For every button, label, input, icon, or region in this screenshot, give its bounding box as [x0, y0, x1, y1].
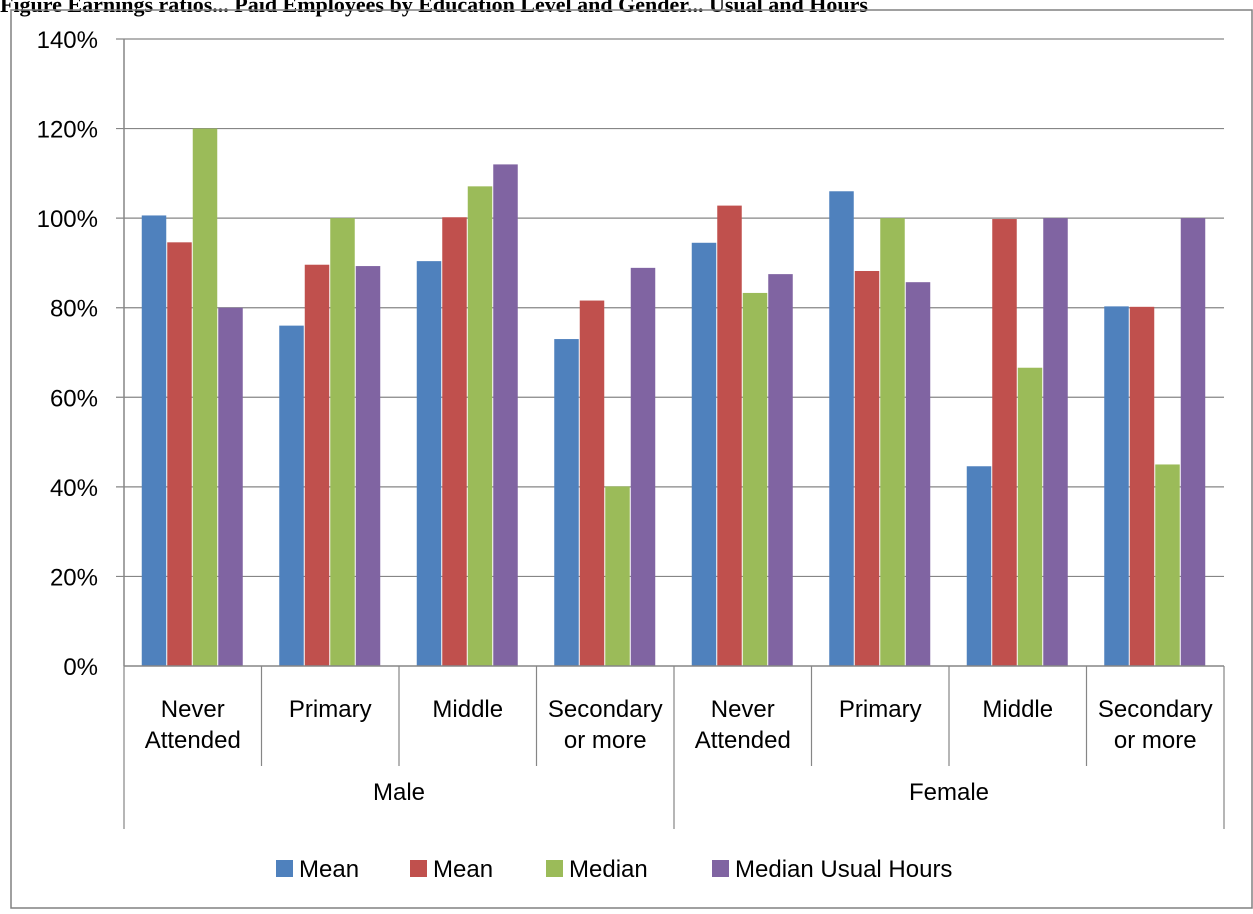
- bar: [167, 242, 192, 666]
- legend-swatch: [546, 860, 563, 877]
- bar: [967, 466, 992, 666]
- category-label: Primary: [839, 696, 922, 723]
- category-label: Secondary or more: [548, 696, 663, 754]
- bar: [468, 186, 493, 666]
- bar: [580, 301, 605, 666]
- bar: [193, 129, 218, 666]
- bar: [631, 268, 656, 666]
- bar: [1043, 218, 1068, 666]
- category-label: Never Attended: [695, 696, 791, 754]
- category-label: Middle: [982, 696, 1053, 723]
- y-tick-label: 40%: [50, 475, 98, 502]
- legend-item[interactable]: Median: [546, 856, 648, 883]
- legend-swatch: [410, 860, 427, 877]
- y-axis-tick-labels: 0% 20% 40% 60% 80% 100% 120% 140%: [37, 27, 98, 681]
- y-tick-label: 140%: [37, 27, 98, 54]
- y-tick-label: 120%: [37, 117, 98, 144]
- bar: [356, 266, 381, 666]
- bar: [906, 282, 931, 666]
- bar: [829, 191, 854, 666]
- bar: [142, 215, 167, 666]
- bar: [880, 218, 905, 666]
- y-tick-label: 80%: [50, 296, 98, 323]
- bar: [1181, 218, 1206, 666]
- bar: [1155, 464, 1180, 666]
- bar: [330, 218, 355, 666]
- y-tick-label: 20%: [50, 564, 98, 591]
- y-tick-label: 60%: [50, 385, 98, 412]
- bar: [1130, 307, 1155, 666]
- legend-item[interactable]: Mean: [276, 856, 359, 883]
- bar: [442, 217, 467, 666]
- legend-swatch: [712, 860, 729, 877]
- legend-item[interactable]: Median Usual Hours: [712, 856, 952, 883]
- legend[interactable]: Mean Mean Median Median Usual Hours: [276, 856, 952, 883]
- page-title: Figure Earnings ratios... Paid Employees…: [0, 0, 868, 17]
- bar: [305, 265, 330, 666]
- legend-swatch: [276, 860, 293, 877]
- bar: [1018, 368, 1043, 666]
- bar: [1104, 306, 1129, 666]
- bar: [768, 274, 793, 666]
- bar: [992, 219, 1017, 666]
- bar: [743, 293, 768, 666]
- category-label: Middle: [432, 696, 503, 723]
- group-label: Female: [909, 779, 989, 806]
- y-tick-label: 100%: [37, 206, 98, 233]
- bar: [692, 243, 717, 666]
- legend-label: Median Usual Hours: [735, 856, 952, 883]
- legend-item[interactable]: Mean: [410, 856, 493, 883]
- legend-label: Mean: [433, 856, 493, 883]
- bar: [554, 339, 579, 666]
- category-label: Secondary or more: [1098, 696, 1213, 754]
- legend-label: Mean: [299, 856, 359, 883]
- bar: [493, 164, 518, 666]
- x-axis-category-labels: Never Attended Primary Middle Secondary or mo…: [145, 696, 1213, 754]
- category-label: Never Attended: [145, 696, 241, 754]
- bar: [855, 271, 880, 666]
- y-tick-label: 0%: [63, 654, 98, 681]
- bar: [279, 326, 304, 666]
- bar: [717, 206, 742, 666]
- legend-label: Median: [569, 856, 648, 883]
- x-axis-group-labels: Male Female: [373, 779, 989, 806]
- bar: [605, 486, 630, 666]
- group-label: Male: [373, 779, 425, 806]
- category-label: Primary: [289, 696, 372, 723]
- bar: [218, 308, 243, 666]
- bar: [417, 261, 442, 666]
